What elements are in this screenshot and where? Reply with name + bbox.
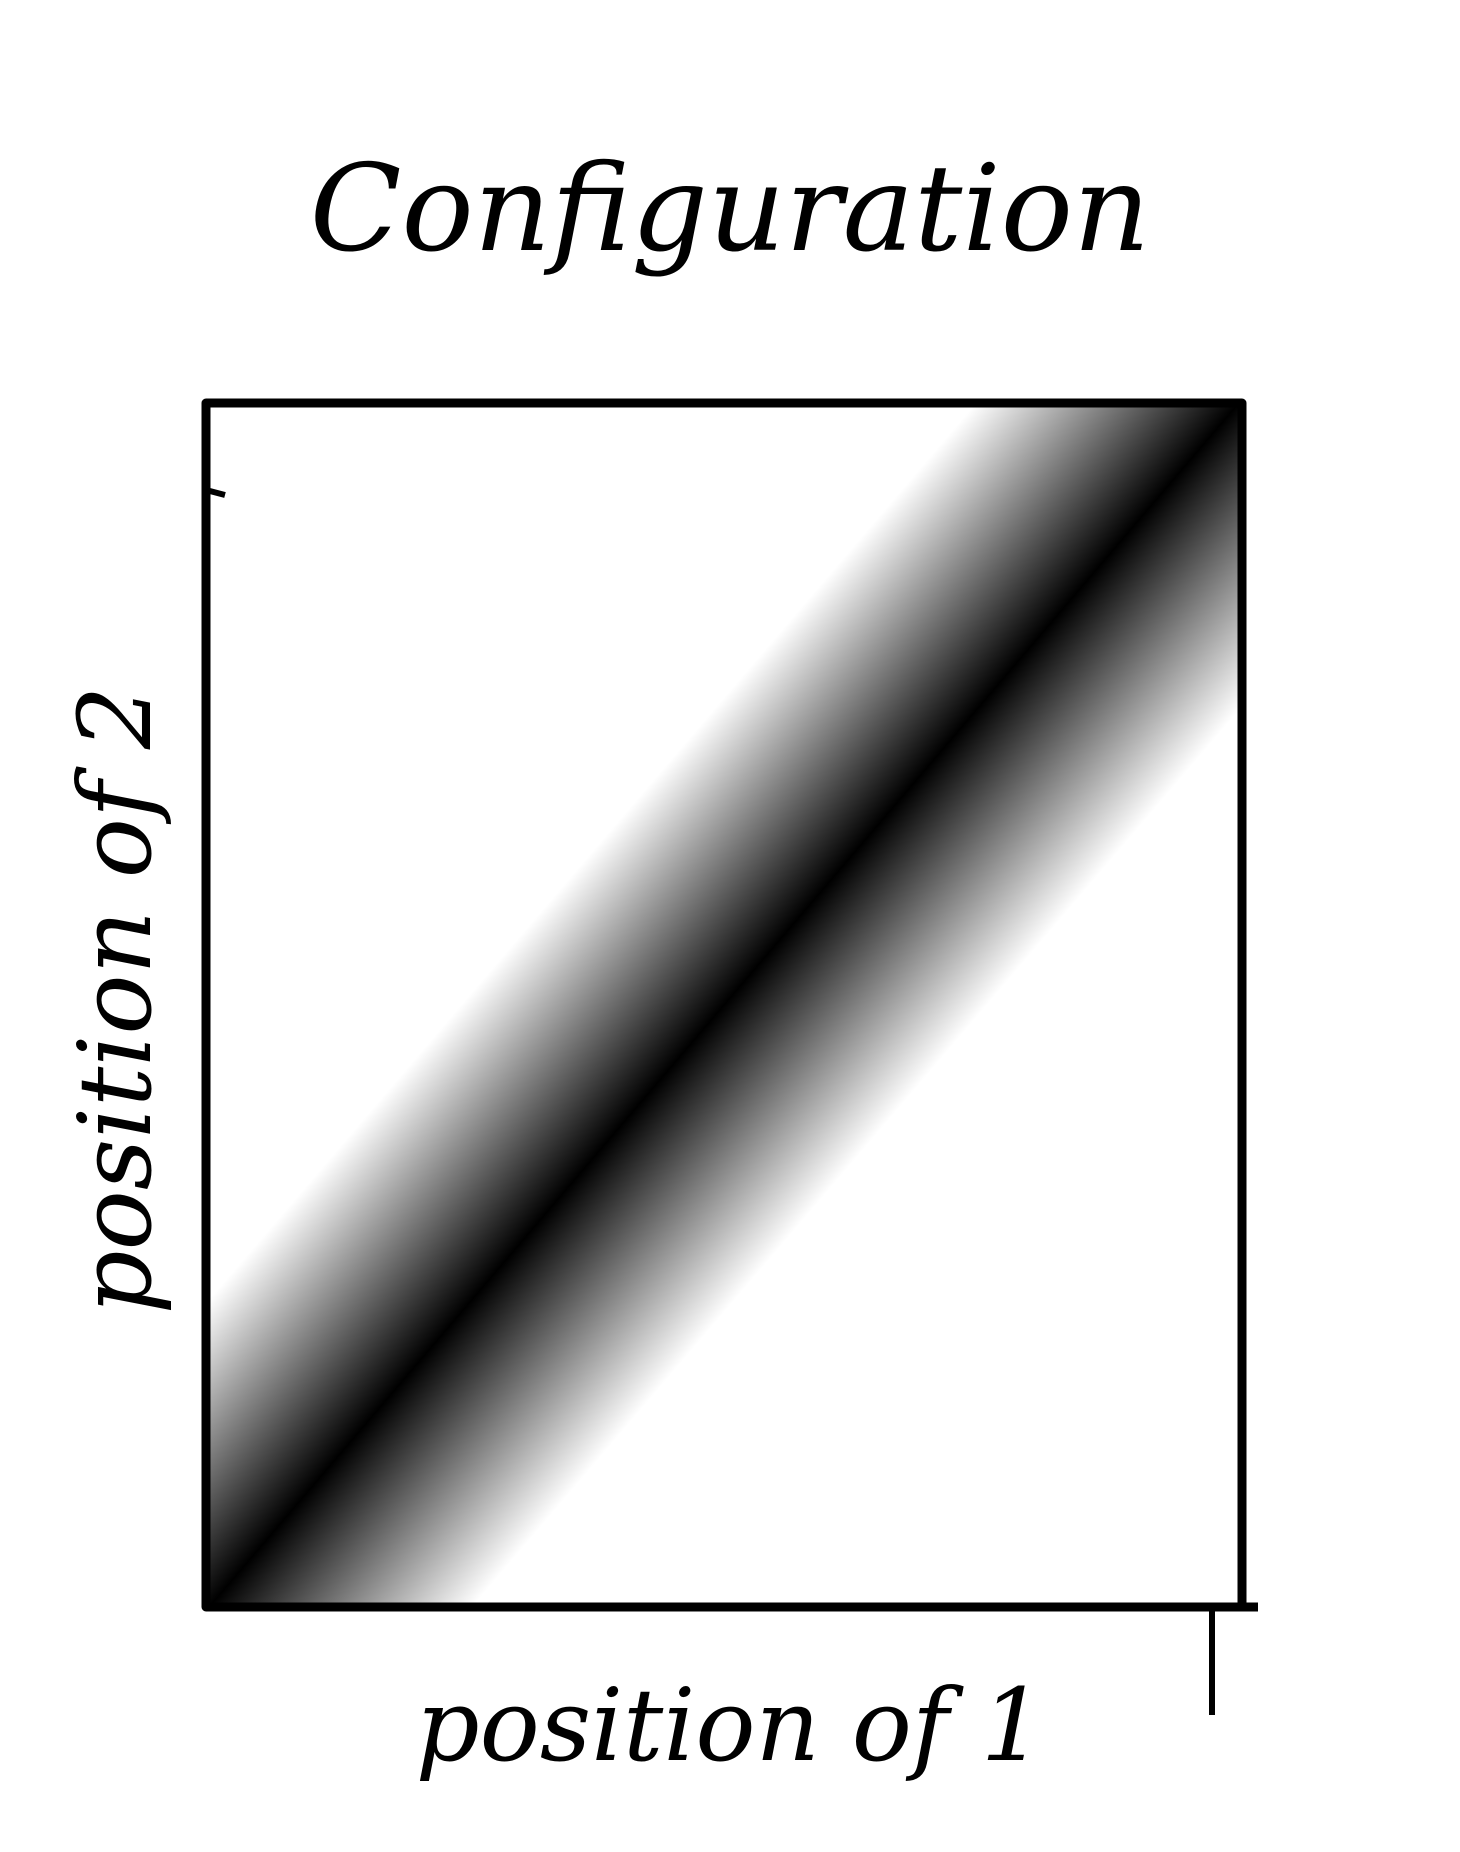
frame xyxy=(201,398,1247,1612)
diagonal-band xyxy=(206,403,1242,1607)
y-end-tick xyxy=(205,487,226,498)
title: Configuration xyxy=(310,140,1151,279)
y-axis-label: position of 2 xyxy=(57,686,174,1315)
x-axis-label: position of 1 xyxy=(416,1667,1045,1784)
